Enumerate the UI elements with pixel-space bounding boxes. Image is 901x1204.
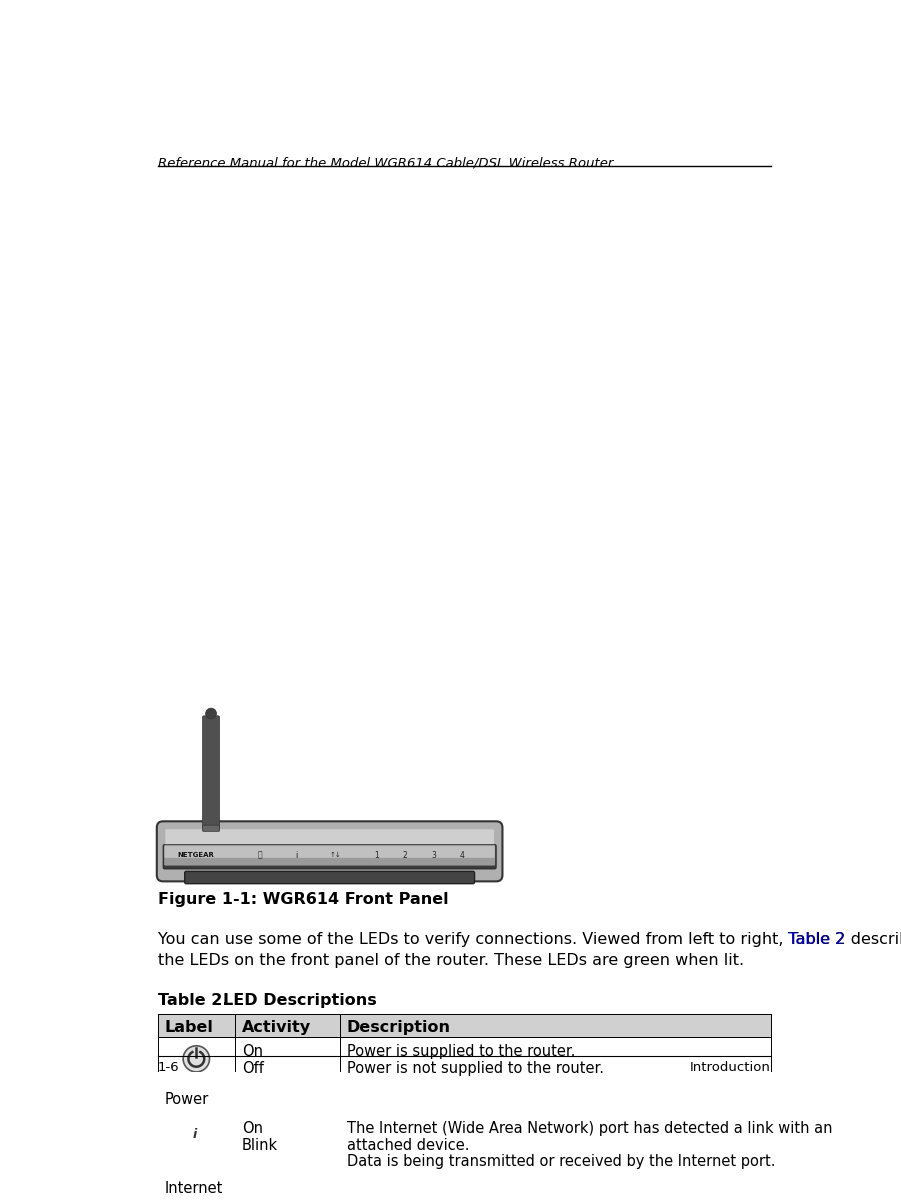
FancyBboxPatch shape [163, 844, 496, 869]
Text: Blink: Blink [242, 1138, 278, 1152]
Bar [158, 1038, 770, 1114]
Circle shape [183, 1046, 210, 1072]
FancyBboxPatch shape [203, 825, 220, 831]
Bar [158, 1114, 770, 1203]
Text: i: i [296, 851, 297, 860]
Text: 3: 3 [431, 851, 436, 860]
Text: Reference Manual for the Model WGR614 Cable/DSL Wireless Router: Reference Manual for the Model WGR614 Ca… [158, 157, 613, 169]
Text: Label: Label [165, 1020, 214, 1034]
Text: NETGEAR: NETGEAR [177, 852, 214, 858]
FancyBboxPatch shape [165, 830, 494, 850]
Text: On: On [242, 1121, 263, 1137]
Text: On: On [242, 1044, 263, 1060]
Text: You can use some of the LEDs to verify connections. Viewed from left to right, T: You can use some of the LEDs to verify c… [158, 932, 901, 948]
Text: Description: Description [347, 1020, 450, 1034]
Text: attached device.: attached device. [347, 1138, 469, 1152]
Circle shape [183, 1123, 210, 1149]
Text: Activity: Activity [242, 1020, 311, 1034]
Text: i: i [193, 1128, 197, 1141]
FancyBboxPatch shape [165, 846, 495, 857]
Text: Power: Power [165, 1092, 209, 1108]
Text: Introduction: Introduction [690, 1061, 770, 1074]
Text: The Internet (Wide Area Network) port has detected a link with an: The Internet (Wide Area Network) port ha… [347, 1121, 833, 1137]
Text: the LEDs on the front panel of the router. These LEDs are green when lit.: the LEDs on the front panel of the route… [158, 952, 743, 968]
Text: Table 2: Table 2 [788, 932, 845, 948]
Text: 4: 4 [460, 851, 465, 860]
FancyBboxPatch shape [185, 872, 475, 884]
FancyBboxPatch shape [164, 845, 495, 866]
Text: Off: Off [242, 1061, 264, 1076]
FancyBboxPatch shape [203, 716, 220, 830]
Text: LED Descriptions: LED Descriptions [223, 992, 378, 1008]
Text: ↑↓: ↑↓ [329, 852, 341, 858]
Text: Power is not supplied to the router.: Power is not supplied to the router. [347, 1061, 604, 1076]
Text: Figure 1-1: WGR614 Front Panel: Figure 1-1: WGR614 Front Panel [158, 892, 448, 907]
Text: ⏻: ⏻ [258, 851, 262, 860]
Circle shape [205, 708, 216, 719]
Text: 1: 1 [374, 851, 378, 860]
Text: 1-6: 1-6 [158, 1061, 179, 1074]
FancyBboxPatch shape [157, 821, 503, 881]
Text: Power is supplied to the router.: Power is supplied to the router. [347, 1044, 575, 1060]
Bar [158, 1014, 770, 1038]
Text: Internet: Internet [165, 1181, 223, 1196]
Text: Data is being transmitted or received by the Internet port.: Data is being transmitted or received by… [347, 1155, 775, 1169]
Text: Table 2.: Table 2. [158, 992, 228, 1008]
Text: 2: 2 [403, 851, 407, 860]
